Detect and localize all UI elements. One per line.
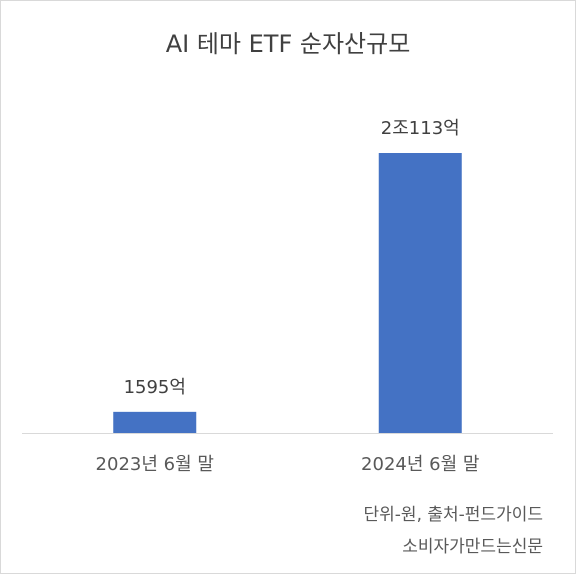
x-tick-label: 2023년 6월 말 [96, 454, 214, 475]
data-label: 2조113억 [381, 118, 460, 139]
data-label: 1595억 [124, 377, 186, 398]
bar [113, 411, 197, 433]
chart-title: AI 테마 ETF 순자산규모 [166, 30, 411, 58]
x-tick-label: 2024년 6월 말 [361, 454, 479, 475]
annotation: 단위-원, 출처-펀드가이드 [364, 505, 543, 525]
annotation: 소비자가만드는신문 [402, 537, 543, 557]
bar [378, 153, 462, 433]
